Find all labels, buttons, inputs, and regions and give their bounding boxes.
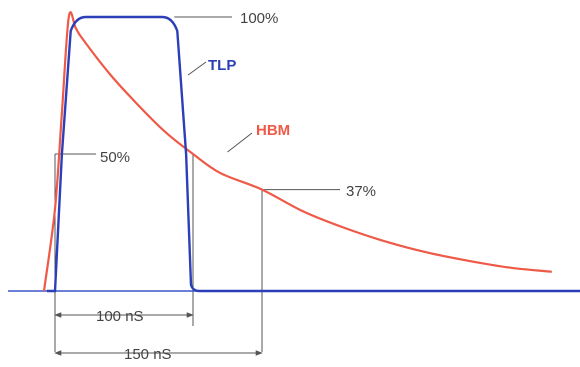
tlp-series-line [47, 15, 580, 293]
annotation-width-100ns: 100 nS [96, 308, 144, 325]
annotation-width-150ns: 150 nS [124, 346, 172, 363]
leader-hbm [227, 132, 253, 153]
series-label-tlp: TLP [208, 57, 236, 74]
leader-tlp [187, 61, 207, 76]
series-label-hbm: HBM [256, 122, 290, 139]
annotation-100-percent: 100% [240, 10, 278, 27]
annotation-50-percent: 50% [100, 149, 130, 166]
annotation-37-percent: 37% [346, 183, 376, 200]
annotation-lines [54, 16, 340, 356]
